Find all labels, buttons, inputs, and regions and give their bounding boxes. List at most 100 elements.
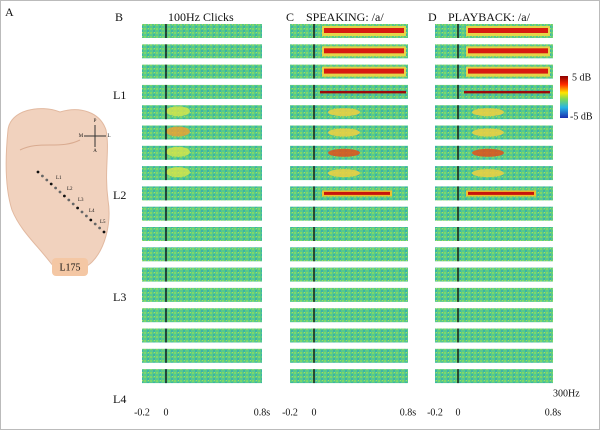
- activation: [324, 28, 404, 33]
- spectrogram-row: [142, 64, 262, 79]
- spectrogram-row: [435, 227, 553, 241]
- spectrogram-row: [290, 247, 408, 262]
- electrode: [54, 186, 57, 190]
- spectrogram-row: [142, 24, 262, 38]
- spectrogram-row: [142, 84, 262, 99]
- electrodes: L1 L2 L3 L4 L5: [36, 170, 106, 234]
- activation: [166, 126, 190, 137]
- compass-label: M: [79, 134, 84, 139]
- electrode: [76, 206, 79, 210]
- spectrogram-row: [435, 287, 553, 302]
- spectrogram-row: [290, 227, 408, 241]
- spectrogram-row: [142, 328, 262, 343]
- spectrogram-row: [290, 308, 408, 323]
- activation: [464, 90, 550, 94]
- spectrogram-row: [435, 369, 553, 384]
- activation: [472, 169, 504, 178]
- spectrogram-row: [290, 328, 408, 343]
- electrode: [49, 182, 53, 186]
- spectrogram-row: [435, 308, 553, 323]
- compass-label: P: [94, 119, 97, 124]
- activation: [468, 191, 534, 195]
- electrode: [45, 178, 49, 182]
- row-label: L3: [113, 290, 126, 304]
- electrode-label: L2: [67, 187, 73, 192]
- activation: [472, 148, 504, 157]
- activation: [328, 108, 360, 117]
- activation: [468, 48, 548, 54]
- x-tick-label: 0: [164, 407, 169, 418]
- activation: [468, 28, 548, 33]
- spectrogram-row: [142, 145, 262, 160]
- compass-label: A: [93, 149, 97, 154]
- activation: [472, 128, 504, 137]
- spectrogram-row: [142, 105, 262, 120]
- spectrogram-row: [290, 267, 408, 282]
- x-tick-label: -0.2: [134, 407, 150, 418]
- panel-letter: A: [5, 5, 14, 19]
- spectrogram-row: [290, 348, 408, 363]
- spectrogram-row: [142, 125, 262, 140]
- activation: [166, 167, 190, 178]
- electrode: [102, 230, 106, 234]
- activation: [328, 148, 360, 157]
- brain-label: L175: [59, 262, 80, 273]
- x-tick-label: -0.2: [427, 407, 443, 418]
- panel-title: SPEAKING: /a/: [306, 10, 384, 24]
- spectrogram-row: [142, 369, 262, 384]
- activation: [324, 48, 404, 54]
- electrode: [93, 222, 97, 226]
- spectrogram-row: [290, 369, 408, 384]
- activation: [328, 128, 360, 137]
- panel-letter: D: [428, 10, 437, 24]
- panel-letter: C: [286, 10, 294, 24]
- spectrogram-row: [142, 166, 262, 181]
- activation: [166, 146, 190, 157]
- label-box: [52, 258, 88, 276]
- spectrogram-row: [142, 308, 262, 323]
- sulcus: [19, 139, 81, 151]
- activation: [324, 68, 404, 74]
- row-label: L1: [113, 88, 126, 102]
- electrode: [89, 218, 93, 222]
- colorbar-label: -5 dB: [570, 111, 593, 122]
- row-label: L2: [113, 188, 126, 202]
- panel-letter: B: [115, 10, 123, 24]
- electrode: [67, 198, 71, 202]
- electrode: [58, 190, 62, 194]
- activation: [324, 191, 390, 195]
- panel-title: PLAYBACK: /a/: [448, 10, 531, 24]
- spectrograms: -0.2 0 0.8s -0.2 0 0.8s -0.2 0 0.8s: [134, 24, 561, 418]
- activation: [166, 106, 190, 117]
- x-tick-label: 0: [312, 407, 317, 418]
- activation: [328, 169, 360, 178]
- spectrogram-row: [290, 287, 408, 302]
- electrode: [98, 226, 101, 230]
- electrode-label: L3: [78, 198, 84, 203]
- spectrogram-row: [435, 206, 553, 221]
- electrode: [41, 174, 44, 178]
- electrode: [36, 170, 40, 174]
- spectrogram-row: [142, 206, 262, 221]
- electrode: [80, 210, 84, 214]
- colorbar: [560, 76, 568, 118]
- electrode-label: L4: [89, 209, 95, 214]
- x-tick-label: 0: [456, 407, 461, 418]
- spectrogram-row: [142, 348, 262, 363]
- spectrogram-row: [435, 328, 553, 343]
- x-tick-label: 0.8s: [400, 407, 417, 418]
- spectrogram-row: [142, 227, 262, 241]
- brain: [5, 108, 110, 272]
- x-tick-label: 0.8s: [545, 407, 562, 418]
- spectrogram-row: [142, 287, 262, 302]
- spectrogram-row: [142, 186, 262, 201]
- activation: [320, 90, 406, 94]
- electrode-label: L5: [100, 220, 106, 225]
- electrode-label: L1: [56, 176, 62, 181]
- compass-label: L: [107, 134, 110, 139]
- spectrogram-row: [290, 206, 408, 221]
- activation: [468, 68, 548, 74]
- electrode: [63, 194, 66, 198]
